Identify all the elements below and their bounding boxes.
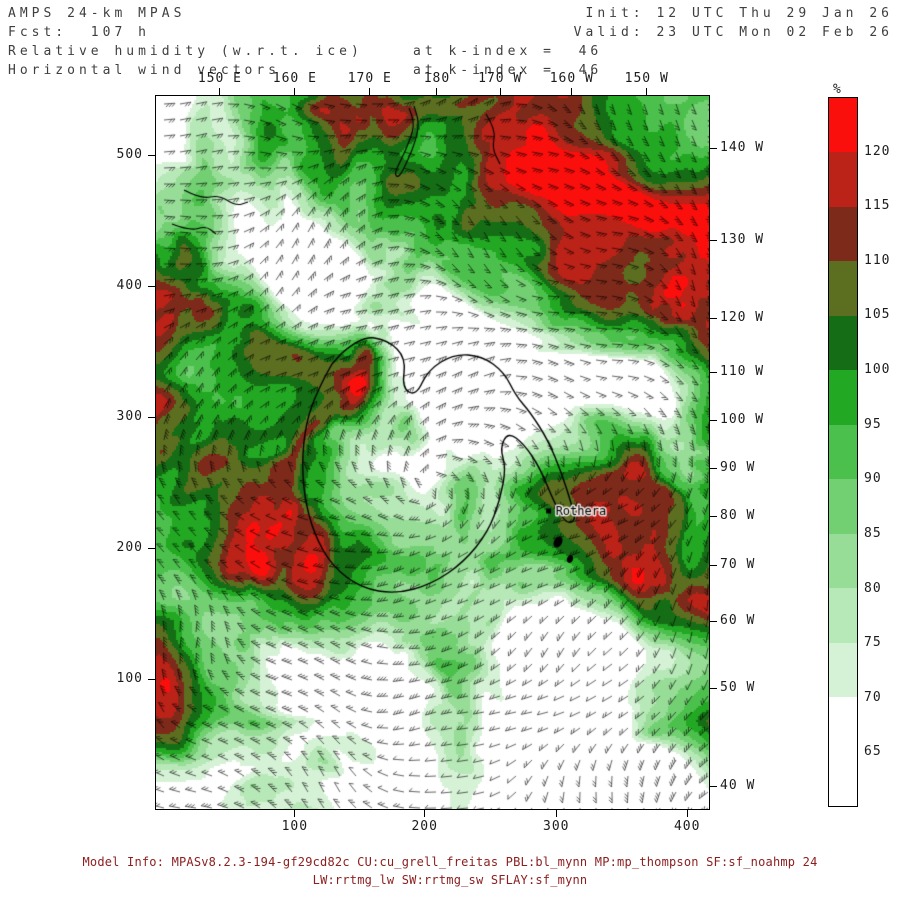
model-info-line2: LW:rrtmg_lw SW:rrtmg_sw SFLAY:sf_mynn	[312, 873, 588, 887]
axis-label-right: 60 W	[720, 613, 756, 629]
colorbar-tick-label: 65	[864, 744, 882, 760]
axis-tick-mark-right	[710, 420, 717, 422]
colorbar-band	[829, 533, 857, 589]
axis-label-right: 100 W	[720, 412, 765, 428]
axis-tick-mark-top	[369, 88, 371, 95]
axis-label-right: 90 W	[720, 460, 756, 476]
axis-tick-mark-right	[710, 516, 717, 518]
colorbar-tick-label: 80	[864, 580, 882, 596]
axis-label-right: 140 W	[720, 139, 765, 155]
axis-tick-mark-right	[710, 621, 717, 623]
axis-label-left: 400	[116, 277, 143, 293]
axis-tick-mark-left	[148, 285, 155, 287]
axis-tick-mark-left	[148, 155, 155, 157]
colorbar-tick-label: 70	[864, 689, 882, 705]
colorbar-band	[829, 697, 857, 752]
axis-tick-mark-right	[710, 240, 717, 242]
colorbar-tick-label: 85	[864, 525, 882, 541]
colorbar-band	[829, 588, 857, 643]
colorbar-title: %	[833, 82, 842, 97]
axis-label-top: 160 E	[272, 71, 317, 86]
axis-tick-mark-bottom	[686, 810, 688, 817]
colorbar-tick-label: 110	[864, 252, 891, 268]
axis-label-right: 130 W	[720, 232, 765, 248]
axis-label-left: 200	[116, 540, 143, 556]
axis-tick-mark-bottom	[294, 810, 296, 817]
axis-tick-mark-right	[710, 687, 717, 689]
axis-label-left: 100	[116, 671, 143, 687]
colorbar	[828, 97, 858, 807]
axis-tick-mark-bottom	[424, 810, 426, 817]
colorbar-band	[829, 370, 857, 425]
axis-label-bottom: 400	[673, 819, 701, 834]
model-title: AMPS 24-km MPAS	[8, 6, 186, 21]
axis-tick-mark-bottom	[555, 810, 557, 817]
field2-level: at k-index = 46	[413, 63, 603, 78]
forecast-hour: Fcst: 107 h	[8, 25, 150, 40]
colorbar-band	[829, 479, 857, 534]
axis-label-bottom: 100	[281, 819, 309, 834]
colorbar-band	[829, 152, 857, 207]
axis-tick-mark-right	[710, 147, 717, 149]
axis-tick-mark-top	[436, 88, 438, 95]
axis-tick-mark-top	[499, 88, 501, 95]
axis-tick-mark-right	[710, 564, 717, 566]
axis-label-top: 160 W	[549, 71, 594, 86]
colorbar-tick-label: 115	[864, 198, 891, 214]
axis-tick-mark-right	[710, 371, 717, 373]
axis-label-bottom: 300	[543, 819, 570, 834]
axis-tick-mark-top	[646, 88, 648, 95]
axis-label-bottom: 200	[411, 819, 438, 834]
colorbar-band	[829, 206, 857, 262]
axis-label-top: 180	[423, 71, 451, 86]
colorbar-tick-label: 120	[864, 143, 891, 159]
axis-label-top: 150 E	[197, 71, 242, 86]
axis-label-top: 170 E	[347, 71, 392, 86]
axis-label-right: 110 W	[720, 363, 765, 379]
axis-label-top: 150 W	[624, 71, 669, 86]
init-time: Init: 12 UTC Thu 29 Jan 26	[585, 6, 893, 21]
axis-label-left: 300	[116, 408, 143, 424]
axis-label-right: 80 W	[720, 508, 756, 524]
axis-tick-mark-left	[148, 548, 155, 550]
axis-label-right: 50 W	[720, 679, 756, 695]
map-canvas	[156, 96, 709, 809]
colorbar-band	[829, 98, 857, 153]
colorbar-band	[829, 642, 857, 698]
axis-tick-mark-top	[571, 88, 573, 95]
map-frame	[155, 95, 710, 810]
field1-label: Relative humidity (w.r.t. ice)	[8, 44, 363, 59]
colorbar-tick-label: 105	[864, 307, 891, 323]
field1-level: at k-index = 46	[413, 44, 603, 59]
colorbar-tick-label: 90	[864, 471, 882, 487]
axis-tick-mark-top	[219, 88, 221, 95]
colorbar-tick-label: 100	[864, 362, 891, 378]
colorbar-band	[829, 261, 857, 316]
colorbar-tick-label: 95	[864, 416, 882, 432]
axis-tick-mark-right	[710, 318, 717, 320]
model-info-line1: Model Info: MPASv8.2.3-194-gf29cd82c CU:…	[82, 855, 818, 869]
axis-tick-mark-right	[710, 468, 717, 470]
axis-label-top: 170 W	[478, 71, 523, 86]
axis-label-left: 500	[116, 147, 143, 163]
field2-label: Horizontal wind vectors	[8, 63, 281, 78]
colorbar-tick-label: 75	[864, 635, 882, 651]
axis-label-right: 70 W	[720, 556, 756, 572]
colorbar-band	[829, 315, 857, 371]
colorbar-band	[829, 424, 857, 480]
valid-time: Valid: 23 UTC Mon 02 Feb 26	[573, 25, 893, 40]
axis-tick-mark-left	[148, 679, 155, 681]
axis-tick-mark-left	[148, 416, 155, 418]
axis-label-right: 120 W	[720, 310, 765, 326]
axis-tick-mark-top	[294, 88, 296, 95]
axis-tick-mark-right	[710, 785, 717, 787]
axis-label-right: 40 W	[720, 777, 756, 793]
colorbar-band	[829, 751, 857, 807]
